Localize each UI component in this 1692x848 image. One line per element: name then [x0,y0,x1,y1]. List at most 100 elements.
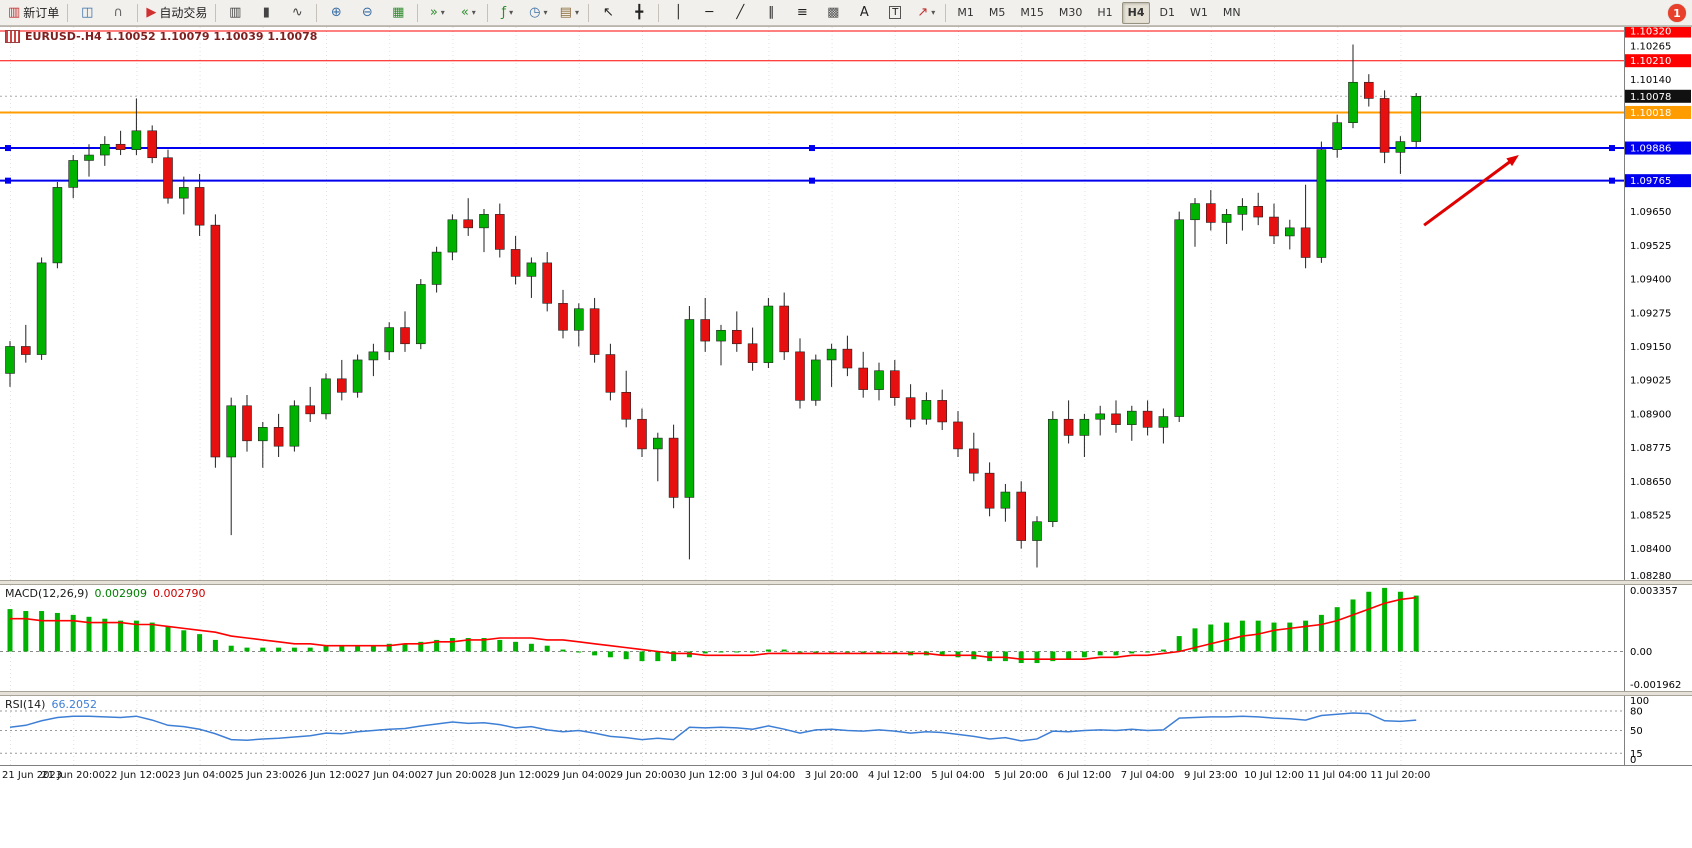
time-axis-label: 3 Jul 20:00 [804,770,859,781]
new-order-chart-icon: ▥ [8,5,21,20]
timeframe-h4-button[interactable]: H4 [1121,1,1151,24]
toolbar-separator [417,3,419,22]
cycle-lines-icon: ▩ [827,5,840,20]
line-chart-button[interactable]: ∿ [282,1,312,25]
autotrading-button-label: 自动交易 [159,6,208,20]
time-axis-label: 11 Jul 20:00 [1370,770,1431,781]
horizontal-line-button[interactable]: ─ [694,1,724,25]
svg-text:1.08400: 1.08400 [1630,544,1671,555]
channel-button[interactable]: ∥ [756,1,786,25]
bar-chart-button[interactable]: ▥ [220,1,250,25]
svg-text:1.09650: 1.09650 [1630,207,1671,218]
timeframe-m5-button[interactable]: M5 [988,6,1006,19]
svg-text:1.10140: 1.10140 [1630,75,1671,86]
cursor-button[interactable]: ↖ [593,1,623,25]
indicators-button[interactable]: ƒ ▾ [492,1,522,25]
profiles-icon: ◫ [81,5,94,20]
candlestick-icon: ▮ [262,5,270,20]
timeframe-w1-button[interactable]: W1 [1189,6,1208,19]
chart-title: EURUSD-.H4 1.10052 1.10079 1.10039 1.100… [5,30,317,43]
time-axis-label: 3 Jul 04:00 [741,770,796,781]
chart-shift-button[interactable]: «▾ [453,1,483,25]
time-axis-label: 4 Jul 12:00 [867,770,922,781]
macd-signal-value: 0.002790 [153,587,206,600]
time-axis-label: 29 Jun 04:00 [547,770,611,781]
timeframe-d1-button[interactable]: D1 [1159,6,1175,19]
text-label-icon: T [889,6,902,19]
svg-text:50: 50 [1630,726,1643,737]
tile-windows-button[interactable]: ▦ [383,1,413,25]
svg-text:1.10018: 1.10018 [1630,108,1671,119]
time-axis-label: 27 Jun 20:00 [420,770,485,781]
timeframe-h1-button[interactable]: H1 [1097,6,1113,19]
time-axis[interactable]: 21 Jun 2023 21 Jun 20:00 22 Jun 12:00 23 Ju… [0,765,1692,786]
template-icon: ▤ [559,5,572,20]
notification-badge[interactable]: 1 [1668,4,1686,22]
new-order-button-label: 新订单 [23,6,60,20]
indicators-icon: ƒ [501,5,507,20]
symbol-ohlc-text: EURUSD-.H4 1.10052 1.10079 1.10039 1.100… [25,30,318,43]
time-axis-label: 5 Jul 04:00 [931,770,985,781]
svg-text:0.00: 0.00 [1630,647,1652,658]
autotrading-button[interactable]: ▶ 自动交易 [142,1,211,25]
new-order-button[interactable]: ▥ 新订单 [4,1,63,25]
profiles-button[interactable]: ◫ [72,1,102,25]
horizontal-line-icon: ─ [705,5,714,20]
text-label-button[interactable]: T [880,1,910,25]
svg-text:1.10078: 1.10078 [1630,92,1671,103]
zoom-in-button[interactable]: ⊕ [321,1,351,25]
svg-text:0.003357: 0.003357 [1630,586,1678,597]
svg-text:1.09025: 1.09025 [1630,376,1671,387]
arrow-shape-icon: ↗ [917,5,929,20]
toolbar-separator [487,3,489,22]
timeframe-m1-button[interactable]: M1 [957,6,974,19]
periods-button[interactable]: ◷ ▾ [523,1,553,25]
timeframe-m15-button[interactable]: M15 [1020,6,1044,19]
fibonacci-button[interactable]: ≡ [787,1,817,25]
candlestick-chart-button[interactable]: ▮ [251,1,281,25]
trendline-button[interactable]: ╱ [725,1,755,25]
time-axis-label: 23 Jun 04:00 [167,770,232,781]
timeframe-m30-button[interactable]: M30 [1058,6,1083,19]
macd-canvas: 0.003357 0.00 -0.001962 [0,585,1681,691]
templates-button[interactable]: ▤ ▾ [554,1,584,25]
chart-window-icon [5,30,20,43]
svg-text:1.10265: 1.10265 [1630,41,1671,52]
macd-label: MACD(12,26,9) [5,587,89,600]
zoom-out-icon: ⊖ [361,5,373,20]
zoom-out-button[interactable]: ⊖ [352,1,382,25]
auto-scroll-button[interactable]: » ▾ [422,1,452,25]
svg-text:1.08280: 1.08280 [1630,571,1671,580]
vertical-line-button[interactable]: │ [663,1,693,25]
crosshair-button[interactable]: ╋ [624,1,654,25]
panel-splitter-macd[interactable] [0,580,1692,585]
dropdown-caret-icon: ▾ [574,8,579,17]
toolbar-separator [658,3,660,22]
price-chart-panel[interactable]: 1.10265 1.10140 1.09650 1.09525 1.09400 1.092… [0,26,1692,580]
rsi-panel[interactable]: 100 80 50 15 0 RSI(14) 66.2052 [0,696,1692,765]
svg-text:1.08650: 1.08650 [1630,477,1671,488]
cycle-lines-button[interactable]: ▩ [818,1,848,25]
time-axis-label: 28 Jun 12:00 [483,770,548,781]
macd-panel[interactable]: 0.003357 0.00 -0.001962 MACD(12,26,9) 0.00… [0,585,1692,691]
arrows-button[interactable]: ↗ ▾ [911,1,941,25]
timeframe-mn-button[interactable]: MN [1222,6,1241,19]
panel-splitter-rsi[interactable] [0,691,1692,696]
alerts-sound-button[interactable]: ∩ [103,1,133,25]
time-axis-label: 22 Jun 12:00 [104,770,169,781]
text-button[interactable]: A [849,1,879,25]
toolbar-separator [945,3,947,22]
toolbar-separator [137,3,139,22]
text-icon: A [859,5,869,20]
svg-text:1.09400: 1.09400 [1630,275,1671,286]
time-axis-label: 21 Jun 20:00 [41,770,105,781]
time-axis-label: 6 Jul 12:00 [1057,770,1112,781]
clock-icon: ◷ [529,5,541,20]
svg-text:-0.001962: -0.001962 [1630,680,1681,691]
svg-text:1.09150: 1.09150 [1630,342,1671,353]
time-axis-label: 26 Jun 12:00 [294,770,358,781]
time-axis-label: 30 Jun 12:00 [673,770,737,781]
time-axis-label: 10 Jul 12:00 [1244,770,1304,781]
chart-shift-icon: « [460,5,469,20]
